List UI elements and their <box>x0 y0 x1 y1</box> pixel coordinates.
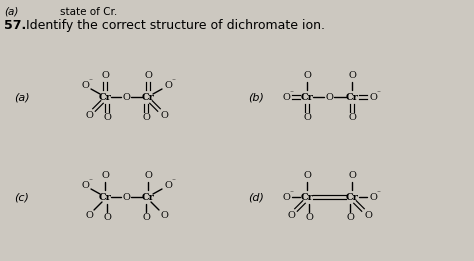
Text: O: O <box>348 114 356 122</box>
Text: state of Cr.: state of Cr. <box>60 7 117 17</box>
Text: (a): (a) <box>14 92 30 102</box>
Text: Cr: Cr <box>301 92 313 102</box>
Text: O: O <box>369 92 377 102</box>
Text: O: O <box>164 80 172 90</box>
Text: ⁻: ⁻ <box>171 176 175 186</box>
Text: O: O <box>346 213 354 222</box>
Text: O: O <box>348 171 356 181</box>
Text: Cr: Cr <box>142 193 155 201</box>
Text: ⁻: ⁻ <box>88 76 92 86</box>
Text: Identify the correct structure of dichromate ion.: Identify the correct structure of dichro… <box>26 19 325 32</box>
Text: O: O <box>303 72 311 80</box>
Text: O: O <box>101 72 109 80</box>
Text: O: O <box>303 114 311 122</box>
Text: (d): (d) <box>248 192 264 202</box>
Text: 57.: 57. <box>4 19 26 32</box>
Text: O: O <box>85 211 93 220</box>
Text: O: O <box>369 193 377 201</box>
Text: O: O <box>101 171 109 181</box>
Text: ⁻: ⁻ <box>88 176 92 186</box>
Text: O: O <box>305 213 313 222</box>
Text: ⁻: ⁻ <box>289 188 293 198</box>
Text: Cr: Cr <box>301 193 313 201</box>
Text: O: O <box>81 80 89 90</box>
Text: ⁻: ⁻ <box>376 88 380 98</box>
Text: O: O <box>142 213 150 222</box>
Text: O: O <box>123 193 130 201</box>
Text: O: O <box>160 211 168 220</box>
Text: O: O <box>144 72 152 80</box>
Text: Cr: Cr <box>99 92 111 102</box>
Text: Cr: Cr <box>142 92 155 102</box>
Text: Cr: Cr <box>346 92 358 102</box>
Text: Cr: Cr <box>346 193 358 201</box>
Text: ⁻: ⁻ <box>171 76 175 86</box>
Text: O: O <box>287 211 295 220</box>
Text: O: O <box>144 171 152 181</box>
Text: O: O <box>81 181 89 189</box>
Text: O: O <box>103 213 111 222</box>
Text: O: O <box>103 114 111 122</box>
Text: Cr: Cr <box>99 193 111 201</box>
Text: O: O <box>282 193 290 201</box>
Text: O: O <box>123 92 130 102</box>
Text: O: O <box>326 92 333 102</box>
Text: O: O <box>303 171 311 181</box>
Text: O: O <box>348 72 356 80</box>
Text: O: O <box>160 110 168 120</box>
Text: ⁻: ⁻ <box>289 88 293 98</box>
Text: (a): (a) <box>4 7 18 17</box>
Text: (c): (c) <box>14 192 29 202</box>
Text: O: O <box>364 211 372 220</box>
Text: O: O <box>164 181 172 189</box>
Text: O: O <box>282 92 290 102</box>
Text: O: O <box>85 110 93 120</box>
Text: (b): (b) <box>248 92 264 102</box>
Text: O: O <box>142 114 150 122</box>
Text: ⁻: ⁻ <box>376 188 380 198</box>
